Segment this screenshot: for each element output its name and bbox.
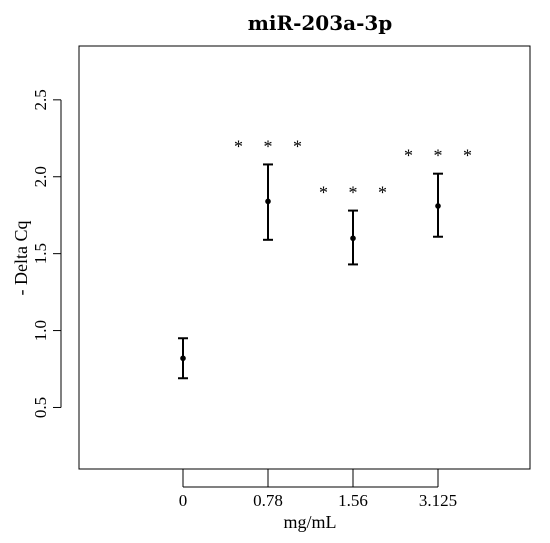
x-axis: 0 0.78 1.56 3.125 bbox=[179, 469, 457, 510]
data-point bbox=[265, 198, 271, 205]
significance-label: * * * bbox=[234, 136, 310, 156]
x-axis-label: mg/mL bbox=[284, 512, 337, 532]
plot-frame bbox=[78, 45, 531, 470]
data-point bbox=[180, 355, 186, 362]
data-marks: * * * * * * * * * bbox=[178, 136, 480, 380]
data-point-group: * * * bbox=[404, 146, 480, 238]
data-point-group: * * * bbox=[234, 136, 310, 241]
y-tick-label: 1.0 bbox=[31, 320, 50, 341]
data-point bbox=[350, 235, 356, 242]
y-tick-label: 2.0 bbox=[31, 166, 50, 187]
data-point-group bbox=[178, 337, 188, 380]
x-tick-label: 1.56 bbox=[338, 491, 368, 510]
x-tick-label: 0 bbox=[179, 491, 188, 510]
y-axis: 0.5 1.0 1.5 2.0 2.5 bbox=[31, 89, 62, 418]
y-tick-label: 1.5 bbox=[31, 243, 50, 264]
y-axis-label: - Delta Cq bbox=[11, 221, 31, 296]
significance-label: * * * bbox=[404, 146, 480, 166]
data-point bbox=[435, 203, 441, 209]
x-tick-label: 3.125 bbox=[419, 491, 457, 510]
chart-title: miR-203a-3p bbox=[248, 11, 393, 35]
y-tick-label: 0.5 bbox=[31, 397, 50, 418]
y-tick-label: 2.5 bbox=[31, 89, 50, 110]
x-tick-label: 0.78 bbox=[253, 491, 283, 510]
significance-label: * * * bbox=[319, 183, 395, 203]
data-point-group: * * * bbox=[319, 183, 395, 266]
